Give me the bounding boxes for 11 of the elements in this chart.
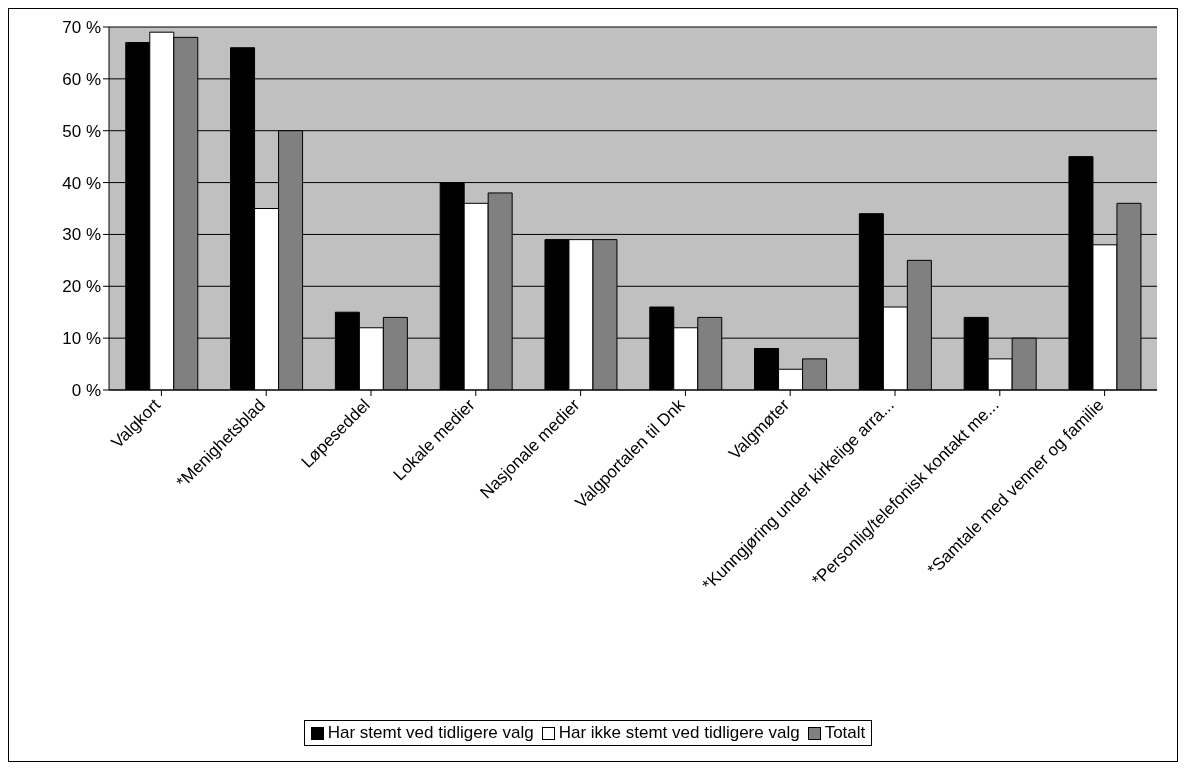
y-tick-label: 30 % [62, 225, 101, 245]
y-tick-label: 70 % [62, 18, 101, 38]
legend-label: Har stemt ved tidligere valg [326, 723, 534, 743]
y-tick-label: 50 % [62, 121, 101, 141]
y-tick-label: 60 % [62, 69, 101, 89]
y-tick-label: 10 % [62, 329, 101, 349]
y-tick-label: 20 % [62, 277, 101, 297]
legend-label: Har ikke stemt ved tidligere valg [557, 723, 800, 743]
y-tick-label: 40 % [62, 173, 101, 193]
legend-label: Totalt [823, 723, 866, 743]
y-tick-label: 0 % [71, 381, 101, 401]
